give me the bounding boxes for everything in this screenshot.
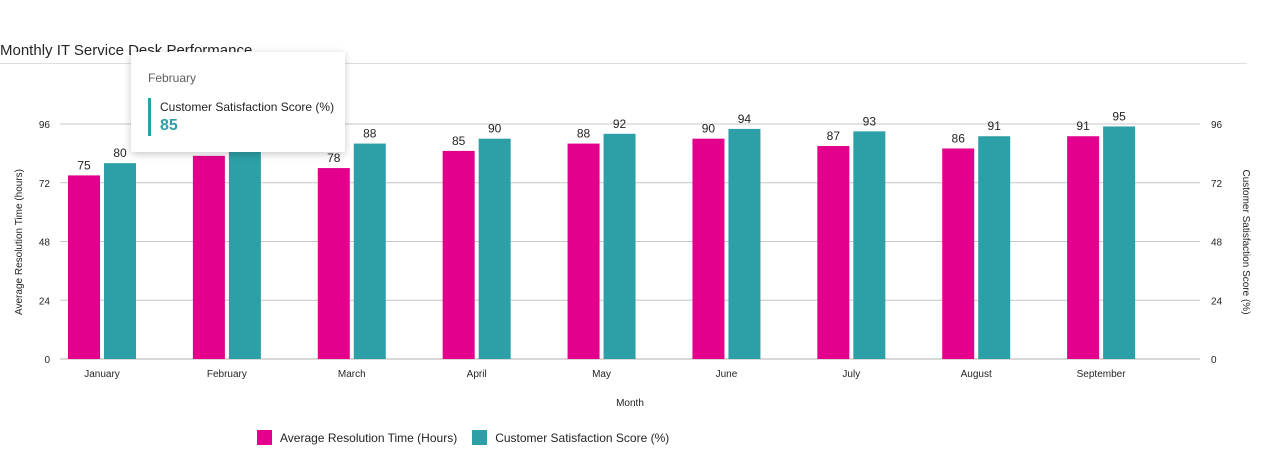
data-label: 93: [863, 114, 877, 128]
x-tick-label: April: [467, 369, 487, 380]
y2-tick-label: 48: [1211, 238, 1223, 249]
y-tick-label: 0: [44, 355, 50, 366]
legend-item-resolution-time[interactable]: Average Resolution Time (Hours): [257, 430, 457, 445]
data-label: 86: [952, 131, 966, 145]
data-label: 90: [488, 122, 502, 136]
legend-item-satisfaction-score[interactable]: Customer Satisfaction Score (%): [472, 430, 669, 445]
y-tick-label: 24: [39, 296, 51, 307]
x-tick-label: September: [1077, 369, 1127, 380]
bar-satisfaction-score[interactable]: [228, 150, 261, 359]
x-tick-label: June: [716, 369, 738, 380]
y-tick-label: 96: [39, 120, 51, 131]
x-tick-label: May: [592, 369, 611, 380]
bar-resolution-time[interactable]: [692, 138, 725, 359]
bar-resolution-time[interactable]: [1067, 136, 1100, 359]
tooltip-category: February: [148, 71, 197, 85]
bar-satisfaction-score[interactable]: [853, 131, 886, 359]
bar-satisfaction-score[interactable]: [728, 128, 761, 359]
y-tick-label: 48: [39, 238, 51, 249]
data-label: 90: [702, 122, 716, 136]
x-tick-label: January: [84, 369, 120, 380]
y2-tick-label: 72: [1211, 179, 1223, 190]
x-tick-label: July: [842, 369, 860, 380]
tooltip-color-bar: [148, 98, 151, 136]
x-axis-title: Month: [616, 398, 644, 409]
legend-swatch-resolution-time: [257, 430, 272, 445]
bar-satisfaction-score[interactable]: [478, 138, 511, 359]
data-label: 88: [577, 127, 591, 141]
legend-swatch-satisfaction-score: [472, 430, 488, 445]
bar-resolution-time[interactable]: [442, 150, 475, 359]
x-tick-label: August: [961, 369, 992, 380]
bar-resolution-time[interactable]: [942, 148, 975, 359]
x-tick-label: March: [338, 369, 366, 380]
legend-label-resolution-time: Average Resolution Time (Hours): [280, 430, 458, 445]
bar-resolution-time[interactable]: [317, 168, 350, 359]
data-label: 85: [452, 134, 466, 148]
bar-satisfaction-score[interactable]: [104, 163, 136, 359]
x-axis-labels: January February March April May June July Augu…: [84, 369, 1126, 380]
x-tick-label: February: [207, 369, 247, 380]
data-label: 78: [327, 151, 341, 165]
tooltip: February Customer Satisfaction Score (%)…: [131, 52, 345, 152]
y2-tick-label: 96: [1211, 120, 1223, 131]
data-label: 92: [613, 117, 627, 131]
legend-label-satisfaction-score: Customer Satisfaction Score (%): [495, 430, 670, 445]
bar-satisfaction-score[interactable]: [603, 133, 636, 359]
bar-resolution-time[interactable]: [817, 146, 850, 359]
bar-satisfaction-score[interactable]: [978, 136, 1011, 359]
title-divider: [0, 63, 1247, 64]
data-label: 91: [1076, 119, 1090, 133]
data-label: 75: [77, 158, 91, 172]
y-axis-title: Average Resolution Time (hours): [14, 169, 25, 315]
bars: [68, 126, 1136, 360]
tooltip-series-name: Customer Satisfaction Score (%): [160, 100, 335, 114]
bar-satisfaction-score[interactable]: [353, 143, 386, 359]
data-label: 80: [113, 146, 127, 160]
data-label: 91: [988, 119, 1002, 133]
bar-resolution-time[interactable]: [68, 175, 100, 359]
tooltip-value: 85: [160, 117, 178, 134]
data-label: 88: [363, 127, 377, 141]
data-label: 95: [1112, 109, 1126, 123]
bar-resolution-time[interactable]: [192, 155, 225, 359]
axis-ticks: 0 0 24 24 48 48 72 72 96 96: [39, 120, 1223, 366]
legend: Average Resolution Time (Hours) Customer…: [257, 430, 684, 445]
y-tick-label: 72: [39, 179, 51, 190]
bar-resolution-time[interactable]: [567, 143, 600, 359]
y2-tick-label: 24: [1211, 296, 1223, 307]
y2-tick-label: 0: [1211, 355, 1217, 366]
data-label: 94: [738, 112, 752, 126]
y2-axis-title: Customer Satisfaction Score (%): [1240, 169, 1251, 314]
data-label: 87: [827, 129, 841, 143]
bar-satisfaction-score[interactable]: [1103, 126, 1136, 360]
